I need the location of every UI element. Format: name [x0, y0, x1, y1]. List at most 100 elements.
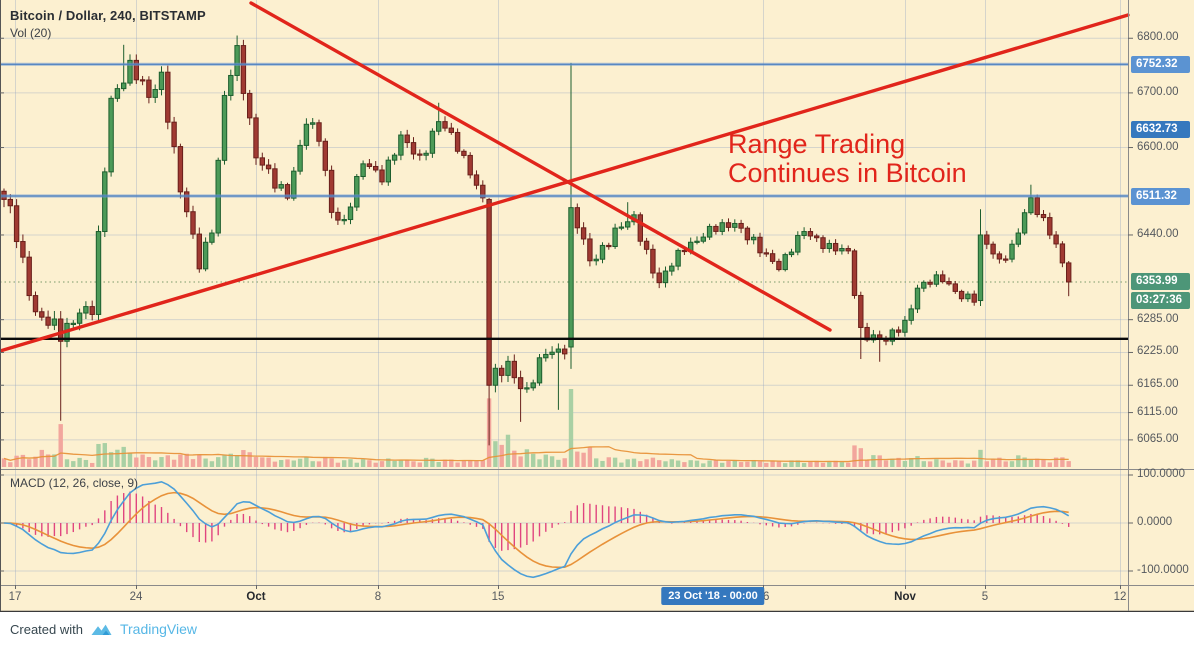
candle[interactable] — [265, 159, 272, 174]
candle[interactable] — [1028, 184, 1034, 215]
candle[interactable] — [971, 290, 977, 306]
candle[interactable] — [360, 160, 366, 180]
candle[interactable] — [1, 188, 7, 208]
candle[interactable] — [454, 128, 461, 154]
candle[interactable] — [788, 248, 795, 258]
candle[interactable] — [543, 348, 549, 362]
candle[interactable] — [259, 152, 266, 171]
candle[interactable] — [499, 365, 505, 383]
candle[interactable] — [121, 44, 127, 92]
candle[interactable] — [247, 89, 253, 125]
candle[interactable] — [410, 137, 417, 160]
candle[interactable] — [1021, 209, 1028, 236]
candle[interactable] — [486, 197, 492, 446]
chart-annotation-text[interactable]: Range Trading Continues in Bitcoin — [728, 130, 967, 188]
candle[interactable] — [253, 113, 259, 165]
candle[interactable] — [209, 229, 215, 245]
price-line-badge[interactable]: 6511.32 — [1131, 187, 1190, 205]
candle[interactable] — [839, 244, 845, 255]
candle[interactable] — [870, 329, 877, 343]
candle[interactable] — [83, 301, 89, 320]
candle[interactable] — [1015, 228, 1021, 248]
candle[interactable] — [952, 280, 958, 294]
candle[interactable] — [637, 212, 643, 246]
candle[interactable] — [32, 291, 39, 316]
candle[interactable] — [858, 291, 864, 360]
candle[interactable] — [908, 304, 914, 325]
candle[interactable] — [373, 161, 379, 173]
candle[interactable] — [807, 227, 814, 240]
candle[interactable] — [599, 242, 606, 264]
candle[interactable] — [89, 300, 95, 321]
candle[interactable] — [927, 279, 933, 288]
candle[interactable] — [278, 181, 284, 191]
candle[interactable] — [171, 116, 177, 154]
candle[interactable] — [429, 128, 436, 158]
candle[interactable] — [184, 187, 190, 218]
candle[interactable] — [706, 223, 713, 240]
candle[interactable] — [190, 205, 196, 239]
candle[interactable] — [127, 54, 133, 86]
candle[interactable] — [335, 207, 341, 225]
candle[interactable] — [814, 233, 820, 243]
symbol-title[interactable]: Bitcoin / Dollar, 240, BITSTAMP — [10, 8, 206, 23]
candle[interactable] — [1009, 239, 1015, 263]
candle[interactable] — [895, 326, 902, 337]
candle[interactable] — [820, 235, 826, 253]
candle[interactable] — [763, 248, 769, 257]
volume-indicator-label[interactable]: Vol (20) — [10, 26, 52, 40]
candle[interactable] — [713, 224, 719, 235]
candle[interactable] — [354, 174, 360, 211]
candle[interactable] — [1053, 231, 1059, 248]
tradingview-logo-icon[interactable] — [90, 622, 113, 637]
candle[interactable] — [20, 234, 26, 264]
candle[interactable] — [795, 231, 801, 256]
candle[interactable] — [958, 289, 965, 302]
candle[interactable] — [977, 209, 984, 307]
candle[interactable] — [303, 118, 310, 150]
candle[interactable] — [845, 245, 851, 255]
candle[interactable] — [391, 152, 398, 165]
candle[interactable] — [108, 95, 114, 177]
candle[interactable] — [549, 346, 555, 359]
candle[interactable] — [574, 203, 580, 234]
candle[interactable] — [524, 382, 530, 393]
candle[interactable] — [398, 131, 404, 161]
candle[interactable] — [423, 150, 429, 161]
tradingview-link[interactable]: TradingView — [119, 621, 198, 637]
candle[interactable] — [555, 343, 562, 410]
candle[interactable] — [662, 266, 669, 288]
ascending-trendline[interactable] — [0, 13, 1130, 353]
candle[interactable] — [404, 129, 410, 148]
candle[interactable] — [530, 379, 536, 391]
candle[interactable] — [442, 116, 448, 132]
candle[interactable] — [801, 227, 807, 240]
candle[interactable] — [341, 214, 347, 225]
candle[interactable] — [851, 248, 858, 299]
candle[interactable] — [51, 310, 58, 331]
candle[interactable] — [782, 252, 788, 272]
candle[interactable] — [643, 237, 650, 255]
candle[interactable] — [45, 310, 51, 329]
candle[interactable] — [921, 280, 927, 292]
candle[interactable] — [158, 66, 165, 96]
candle[interactable] — [996, 251, 1003, 264]
candle[interactable] — [114, 84, 121, 102]
candle[interactable] — [152, 84, 158, 103]
candle[interactable] — [940, 270, 946, 284]
candle[interactable] — [322, 138, 329, 177]
candle[interactable] — [700, 232, 706, 244]
candle[interactable] — [284, 182, 291, 201]
last-price-badge[interactable]: 6353.99 — [1131, 273, 1190, 291]
candle[interactable] — [39, 307, 45, 321]
countdown-badge[interactable]: 03:27:36 — [1131, 291, 1190, 309]
chart-canvas[interactable] — [0, 0, 1194, 612]
candle[interactable] — [738, 219, 744, 234]
candle[interactable] — [568, 62, 574, 369]
candle[interactable] — [13, 199, 20, 249]
candle[interactable] — [196, 227, 203, 273]
candle[interactable] — [1034, 194, 1040, 218]
candle[interactable] — [58, 311, 64, 421]
candle[interactable] — [505, 355, 511, 382]
candle[interactable] — [95, 225, 102, 321]
